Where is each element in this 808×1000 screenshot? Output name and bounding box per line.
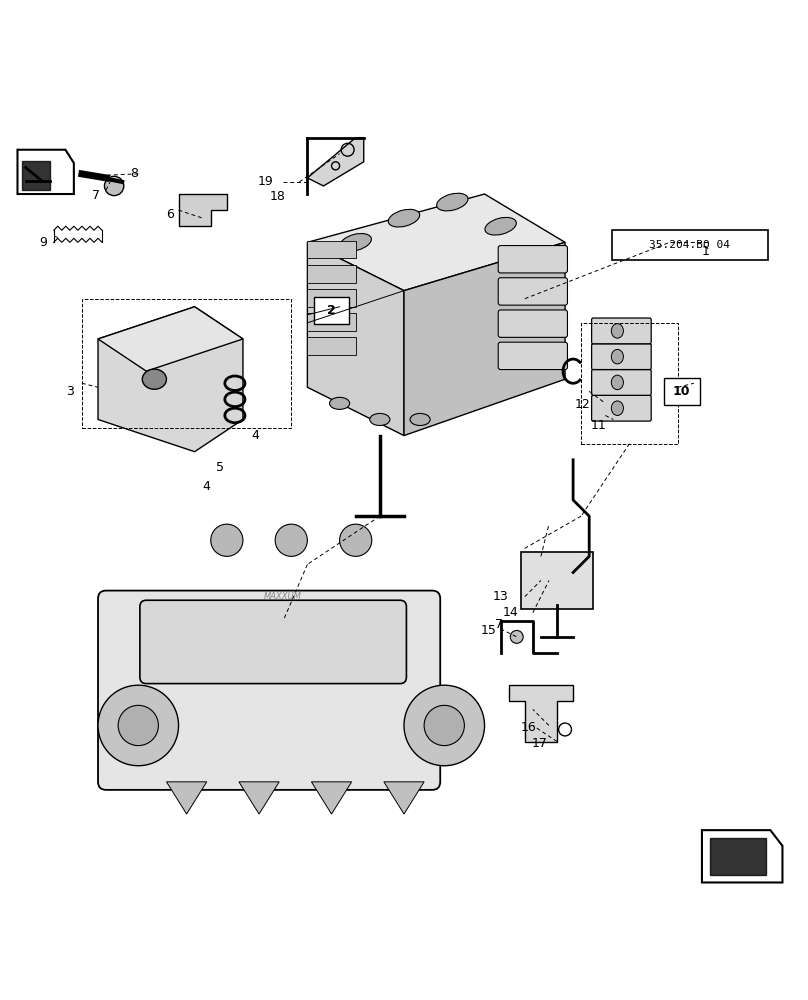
Text: 3: 3: [66, 385, 74, 398]
Polygon shape: [98, 307, 243, 452]
Polygon shape: [166, 782, 207, 814]
Bar: [307, 241, 356, 258]
Ellipse shape: [612, 349, 624, 364]
FancyBboxPatch shape: [314, 297, 349, 324]
Text: 5: 5: [217, 461, 225, 474]
Polygon shape: [384, 782, 424, 814]
Circle shape: [511, 630, 523, 643]
FancyBboxPatch shape: [499, 246, 567, 273]
Ellipse shape: [485, 217, 516, 235]
Text: 35.204.BQ 04: 35.204.BQ 04: [650, 240, 730, 250]
Ellipse shape: [612, 401, 624, 415]
FancyBboxPatch shape: [499, 278, 567, 305]
Ellipse shape: [370, 413, 390, 426]
Text: 9: 9: [40, 236, 47, 249]
Text: 7: 7: [495, 618, 503, 631]
Text: 1: 1: [702, 245, 710, 258]
FancyBboxPatch shape: [499, 310, 567, 337]
Polygon shape: [307, 194, 565, 291]
Bar: [581, 323, 678, 444]
Ellipse shape: [340, 234, 372, 251]
Text: 6: 6: [166, 208, 175, 221]
FancyBboxPatch shape: [664, 378, 700, 405]
Ellipse shape: [330, 397, 350, 409]
Text: 4: 4: [251, 429, 259, 442]
Text: 8: 8: [130, 167, 138, 180]
FancyBboxPatch shape: [591, 318, 651, 344]
Text: 11: 11: [591, 419, 607, 432]
FancyBboxPatch shape: [98, 591, 440, 790]
Polygon shape: [710, 838, 766, 875]
Ellipse shape: [436, 193, 468, 211]
Text: 16: 16: [521, 721, 537, 734]
Polygon shape: [179, 194, 227, 226]
Polygon shape: [404, 242, 565, 436]
Text: MAXXUM: MAXXUM: [264, 592, 302, 601]
Text: 18: 18: [270, 190, 285, 203]
Circle shape: [276, 524, 307, 556]
Text: 12: 12: [574, 398, 591, 411]
Text: 14: 14: [503, 606, 518, 619]
Bar: [307, 313, 356, 331]
FancyBboxPatch shape: [499, 342, 567, 370]
Ellipse shape: [410, 413, 430, 426]
Text: 2: 2: [327, 304, 336, 317]
FancyBboxPatch shape: [591, 370, 651, 395]
Text: 4: 4: [203, 480, 211, 493]
Polygon shape: [98, 307, 243, 371]
Ellipse shape: [612, 324, 624, 338]
Text: 17: 17: [532, 737, 547, 750]
FancyBboxPatch shape: [140, 600, 406, 684]
FancyBboxPatch shape: [521, 552, 593, 609]
Circle shape: [424, 705, 465, 746]
Polygon shape: [311, 782, 351, 814]
Bar: [307, 289, 356, 307]
Polygon shape: [22, 161, 50, 190]
Text: 19: 19: [258, 175, 273, 188]
Polygon shape: [307, 138, 364, 186]
Text: 15: 15: [481, 624, 496, 637]
Circle shape: [98, 685, 179, 766]
FancyBboxPatch shape: [591, 344, 651, 370]
Text: 10: 10: [673, 385, 691, 398]
Text: 13: 13: [493, 590, 508, 603]
Bar: [307, 265, 356, 283]
Circle shape: [104, 176, 124, 196]
Bar: [82, 299, 291, 428]
Polygon shape: [509, 685, 573, 742]
Circle shape: [118, 705, 158, 746]
Bar: [307, 337, 356, 355]
Ellipse shape: [612, 375, 624, 390]
FancyBboxPatch shape: [591, 395, 651, 421]
Ellipse shape: [142, 369, 166, 389]
Circle shape: [404, 685, 485, 766]
Polygon shape: [239, 782, 280, 814]
Text: 7: 7: [91, 189, 99, 202]
Ellipse shape: [389, 209, 419, 227]
Circle shape: [211, 524, 243, 556]
Circle shape: [339, 524, 372, 556]
FancyBboxPatch shape: [612, 230, 768, 260]
Polygon shape: [307, 242, 404, 436]
